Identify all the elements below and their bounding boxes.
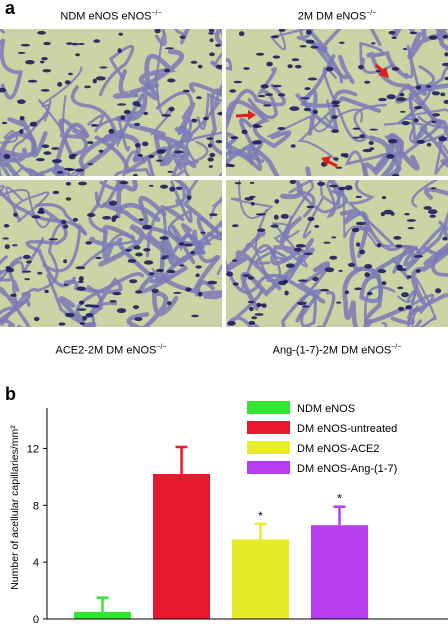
legend-swatch (247, 421, 290, 434)
y-tick-label: 12 (27, 443, 39, 455)
label-ace2-2m-dm-enos: ACE2-2M DM eNOS−/− (55, 344, 167, 357)
red-arrow-icon (374, 63, 389, 78)
red-arrow-icon (321, 156, 338, 168)
micrograph-2m-dm-enos (226, 29, 448, 176)
legend-swatch (247, 461, 290, 474)
y-tick-label: 8 (33, 500, 39, 512)
label-2m-dm-enos: 2M DM eNOS−/− (297, 10, 377, 23)
significance-asterisk: * (258, 509, 263, 523)
legend-swatch (247, 441, 290, 454)
legend-label: DM eNOS-untreated (297, 423, 397, 435)
bar-4 (311, 525, 368, 619)
bar-3 (232, 539, 289, 619)
legend-label: NDM eNOS (297, 403, 355, 415)
bar-chart: 0 4 8 12 Number of acellular capillaries/mm²… (9, 401, 448, 626)
legend-swatch (247, 401, 290, 414)
micrograph-ang-1-7-2m-dm-enos (226, 180, 448, 327)
micrograph-ndm-enos (0, 29, 222, 176)
label-ang-1-7-2m-dm-enos: Ang-(1-7)-2M DM eNOS−/− (272, 344, 402, 357)
bar-2 (153, 474, 210, 619)
red-arrow-icon (235, 110, 256, 120)
y-axis-label: Number of acellular capillaries/mm² (9, 425, 21, 590)
bar-1 (74, 611, 131, 619)
legend-label: DM eNOS-Ang-(1-7) (297, 463, 397, 475)
y-tick-label: 4 (33, 557, 39, 569)
y-tick-label: 0 (33, 614, 39, 626)
significance-asterisk: * (337, 492, 342, 506)
micrograph-ace2-2m-dm-enos (0, 180, 222, 327)
panel-b-letter: b (5, 384, 16, 404)
legend-label: DM eNOS-ACE2 (297, 443, 380, 455)
label-ndm-enos: NDM eNOS eNOS−/− (60, 10, 162, 23)
panel-a-letter: a (5, 0, 16, 18)
